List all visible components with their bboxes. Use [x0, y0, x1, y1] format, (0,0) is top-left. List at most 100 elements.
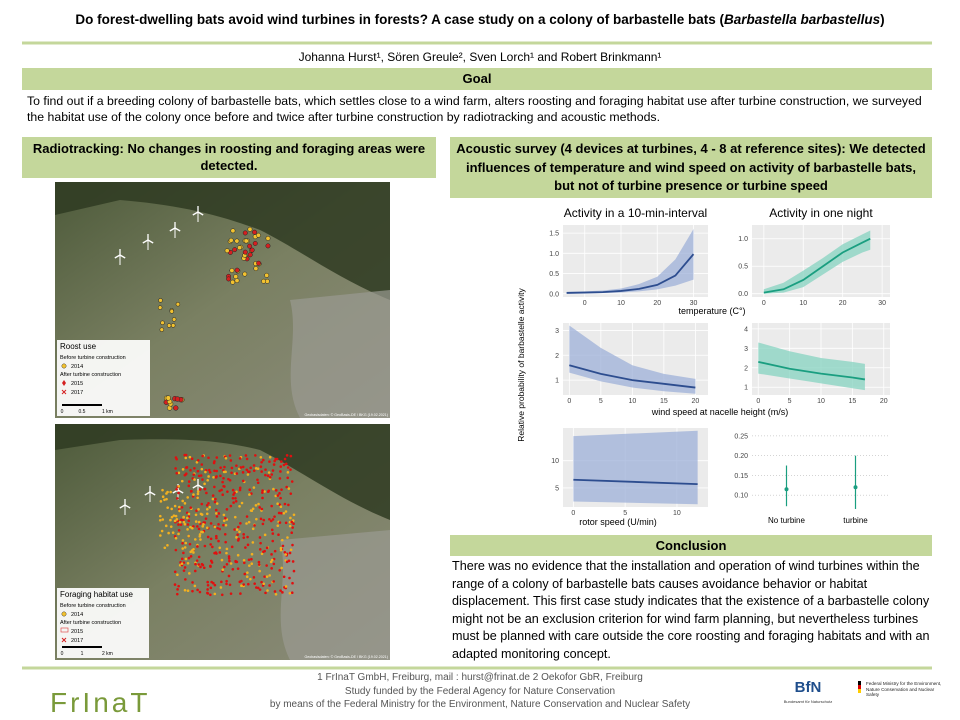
- foraging-dot: [221, 480, 224, 484]
- foraging-dot: [233, 515, 237, 519]
- conclusion-header-bar: [450, 535, 932, 556]
- foraging-dot: [182, 516, 185, 519]
- foraging-dot: [285, 454, 289, 457]
- roost-dot: [237, 245, 243, 251]
- foraging-dot: [277, 511, 281, 515]
- roost-dot: [165, 395, 171, 401]
- y-tick-label: 5: [555, 485, 559, 492]
- scale-label: 2 km: [102, 651, 113, 657]
- foraging-dot: [197, 508, 200, 511]
- roost-dot: [229, 268, 235, 273]
- foraging-dot: [271, 532, 275, 535]
- foraging-dot: [232, 493, 235, 496]
- foraging-dot: [242, 533, 245, 536]
- foraging-dot: [224, 516, 227, 520]
- x-tick-label: 5: [623, 510, 627, 517]
- legend-text: 2015: [71, 629, 83, 635]
- foraging-dot: [198, 533, 202, 536]
- foraging-dot: [250, 552, 254, 556]
- x-tick-label: 0: [583, 300, 587, 307]
- foraging-dot: [175, 592, 179, 596]
- foraging-dot: [245, 515, 249, 518]
- foraging-dot: [176, 573, 179, 577]
- foraging-dot: [270, 473, 274, 476]
- foraging-dot: [259, 541, 262, 545]
- foraging-dot: [274, 592, 278, 596]
- foraging-dot: [245, 468, 249, 472]
- foraging-dot: [170, 515, 174, 519]
- foraging-dot: [284, 521, 288, 525]
- legend-title: Foraging habitat use: [60, 590, 133, 599]
- foraging-dot: [187, 556, 191, 560]
- foraging-dot: [280, 511, 283, 515]
- foraging-dot: [259, 465, 263, 468]
- x-tick-label: 0: [567, 398, 571, 405]
- foraging-dot: [213, 583, 217, 587]
- foraging-dot: [225, 579, 228, 583]
- foraging-dot: [244, 454, 248, 457]
- turbine-blade: [169, 227, 176, 232]
- goal-heading: Goal: [463, 71, 492, 86]
- foraging-dot: [166, 490, 169, 494]
- foraging-dot: [169, 525, 173, 528]
- foraging-dot: [214, 508, 218, 512]
- foraging-dot: [184, 472, 188, 476]
- foraging-dot: [228, 454, 232, 457]
- x-tick-label: 20: [653, 300, 661, 307]
- turbine-blade: [114, 254, 121, 259]
- foraging-dot: [194, 520, 198, 523]
- foraging-dot: [206, 507, 209, 511]
- foraging-dot: [257, 560, 261, 564]
- foraging-dot: [206, 588, 209, 591]
- foraging-dot: [193, 538, 197, 541]
- roost-dot: [170, 323, 176, 328]
- foraging-dot: [283, 457, 287, 461]
- foraging-dot: [173, 583, 177, 586]
- foraging-dot: [223, 485, 226, 488]
- foraging-dot: [274, 494, 278, 498]
- roost-dot: [265, 235, 271, 241]
- foraging-dot: [291, 581, 294, 585]
- foraging-dot: [258, 588, 262, 591]
- foraging-dot: [247, 558, 251, 562]
- footer: 1 FrInaT GmbH, Freiburg, mail : hurst@fr…: [240, 671, 720, 712]
- roost-dot: [256, 260, 262, 266]
- foraging-dot: [241, 471, 245, 474]
- x-tick-label: 10: [799, 300, 807, 307]
- foraging-dot: [260, 580, 263, 584]
- foraging-dot: [246, 473, 250, 476]
- y-tick-label: 0.5: [549, 271, 559, 278]
- y-tick-label: 1.0: [738, 236, 748, 243]
- foraging-dot: [186, 523, 190, 526]
- x-tick-label: 30: [878, 300, 886, 307]
- foraging-dot: [278, 492, 281, 495]
- forest: [55, 182, 390, 300]
- foraging-dot: [180, 479, 184, 483]
- turbine-blade: [119, 504, 126, 509]
- flag: [858, 685, 861, 689]
- legend-text: After turbine construction: [60, 620, 121, 626]
- foraging-dot: [267, 471, 271, 474]
- foraging-dot: [197, 520, 201, 524]
- foraging-dot: [289, 516, 292, 520]
- foraging-dot: [207, 502, 210, 505]
- y-tick-label: 4: [744, 326, 748, 333]
- confidence-band: [573, 430, 698, 505]
- foraging-dot: [181, 518, 185, 522]
- foraging-dot: [266, 474, 270, 478]
- roost-dot: [166, 323, 172, 328]
- roost-dot: [234, 278, 240, 284]
- x-tick-label: 15: [848, 398, 856, 405]
- foraging-dot: [193, 478, 196, 481]
- foraging-dot: [218, 546, 222, 550]
- foraging-dot: [218, 489, 221, 493]
- foraging-dot: [209, 593, 212, 597]
- foraging-dot: [187, 534, 190, 538]
- y-tick-label: 0.0: [738, 291, 748, 298]
- title-end: ): [880, 12, 885, 27]
- foraging-dot: [223, 465, 226, 469]
- foraging-dot: [182, 561, 186, 564]
- foraging-dot: [236, 553, 240, 557]
- roost-dot: [232, 247, 238, 253]
- conclusion-text: There was no evidence that the installat…: [452, 559, 930, 661]
